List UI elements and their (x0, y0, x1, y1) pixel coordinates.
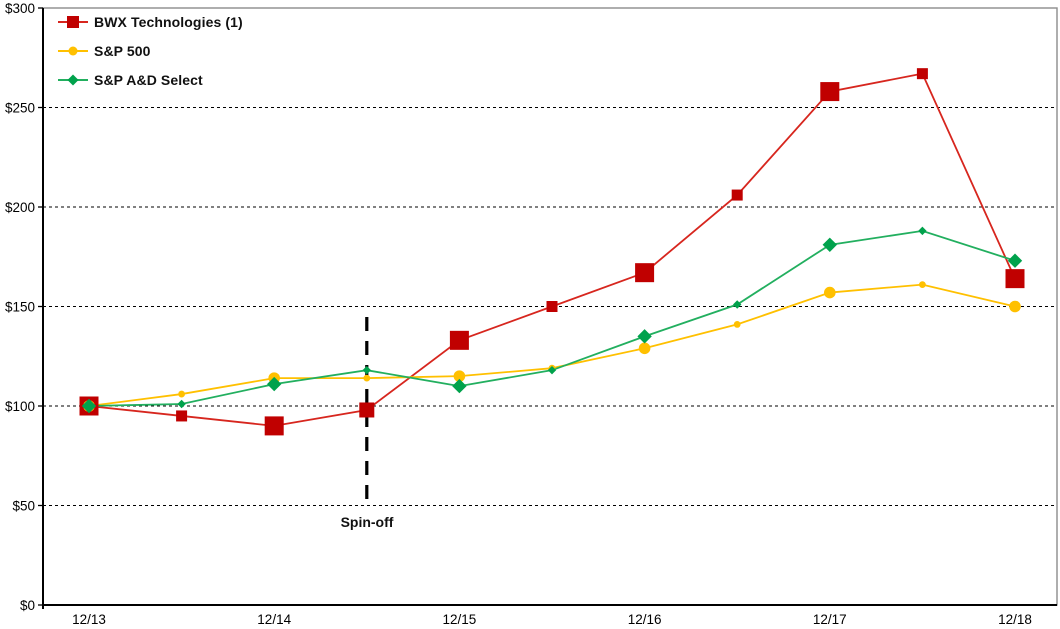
marker-square (176, 410, 188, 422)
legend-label: S&P 500 (94, 43, 151, 59)
marker-diamond (81, 398, 97, 414)
marker-square (546, 301, 558, 312)
y-axis-label: $250 (5, 101, 35, 116)
legend-label: S&P A&D Select (94, 72, 203, 88)
marker-circle (733, 321, 741, 328)
y-axis-label: $50 (12, 499, 35, 514)
y-axis-label: $150 (5, 300, 35, 315)
legend-square-marker-icon (57, 15, 89, 29)
spinoff-annotation-label: Spin-off (340, 514, 394, 530)
series-line-2 (88, 229, 1016, 407)
marker-diamond (177, 399, 186, 409)
marker-diamond (1007, 253, 1023, 268)
circle-glyph (58, 46, 88, 56)
marker-square (635, 263, 655, 283)
x-axis-label: 12/15 (443, 612, 477, 627)
marker-circle (919, 281, 926, 289)
y-axis-label: $300 (5, 1, 35, 16)
x-axis-label: 12/13 (72, 612, 106, 627)
marker-circle (638, 342, 651, 355)
x-axis-label: 12/17 (813, 612, 847, 627)
square-glyph (58, 16, 88, 28)
marker-circle (1009, 300, 1021, 313)
marker-square (731, 189, 743, 201)
marker-circle (178, 390, 186, 398)
legend-diamond-marker-icon (57, 73, 89, 87)
marker-square (264, 416, 284, 436)
y-axis-label: $100 (5, 399, 35, 414)
marker-diamond (822, 237, 837, 253)
marker-square (1005, 269, 1025, 289)
marker-square (820, 82, 840, 102)
diamond-glyph (58, 74, 88, 86)
chart-legend: BWX Technologies (1) S&P 500 S&P A&D Sel… (57, 11, 243, 91)
marker-diamond (362, 365, 371, 375)
marker-diamond (452, 378, 467, 394)
x-axis-label: 12/14 (257, 612, 291, 627)
marker-square (359, 402, 375, 418)
legend-label: BWX Technologies (1) (94, 14, 243, 30)
legend-circle-marker-icon (57, 44, 89, 58)
legend-item-sp500: S&P 500 (57, 40, 243, 62)
marker-circle (824, 286, 836, 299)
legend-item-sp-ad-select: S&P A&D Select (57, 69, 243, 91)
marker-circle (453, 370, 466, 382)
marker-square (916, 68, 928, 80)
marker-diamond (267, 376, 282, 392)
y-axis-label: $200 (5, 200, 35, 215)
x-axis-label: 12/18 (998, 612, 1032, 627)
marker-square (449, 330, 469, 350)
marker-circle (363, 374, 371, 382)
marker-diamond (637, 329, 652, 344)
legend-item-bwx-technologies: BWX Technologies (1) (57, 11, 243, 33)
y-axis-label: $0 (20, 598, 35, 613)
x-axis-label: 12/16 (628, 612, 662, 627)
marker-diamond (547, 365, 557, 375)
marker-diamond (918, 226, 927, 236)
marker-diamond (733, 300, 742, 309)
